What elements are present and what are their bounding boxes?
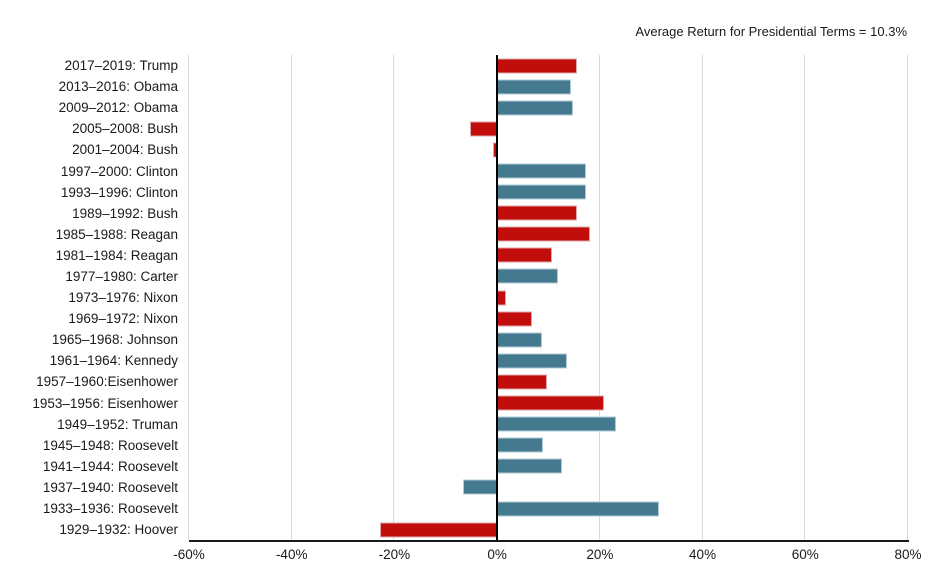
- y-axis-label: 1937–1940: Roosevelt: [42, 479, 178, 495]
- bar-row: [189, 160, 908, 181]
- bar-row: [189, 477, 908, 498]
- gridline: [804, 55, 806, 540]
- bar-1969-1972-: [497, 311, 532, 327]
- y-axis-label: 2017–2019: Trump: [64, 58, 178, 74]
- x-axis-tick-label: -40%: [275, 547, 308, 562]
- bar-2013-2016-: [497, 79, 572, 95]
- x-axis-tick-label: 80%: [894, 547, 922, 562]
- bar-row: [189, 456, 908, 477]
- bar-row: [189, 519, 908, 540]
- y-axis-label: 1949–1952: Truman: [57, 416, 178, 432]
- y-axis-label: 1977–1980: Carter: [65, 268, 178, 284]
- chart-title: Average Return for Presidential Terms = …: [635, 24, 907, 39]
- bar-1961-1964-: [497, 353, 567, 369]
- y-axis-label: 1953–1956: Eisenhower: [32, 395, 178, 411]
- y-axis-label: 1981–1984: Reagan: [55, 247, 178, 263]
- bar-2009-2012-: [497, 100, 574, 116]
- bar-row: [189, 498, 908, 519]
- bar-row: [189, 76, 908, 97]
- y-axis-label: 1965–1968: Johnson: [51, 332, 178, 348]
- bar-1973-1976-: [497, 290, 507, 306]
- gridline: [701, 55, 703, 540]
- gridline: [290, 55, 292, 540]
- y-axis-label: 1997–2000: Clinton: [60, 163, 178, 179]
- y-axis-label: 1993–1996: Clinton: [60, 184, 178, 200]
- bar-1929-1932-: [380, 522, 498, 538]
- bar-1933-1936-: [497, 501, 660, 517]
- bar-1965-1968-: [497, 332, 542, 348]
- gridline: [907, 55, 908, 540]
- bar-row: [189, 414, 908, 435]
- bar-row: [189, 97, 908, 118]
- bar-1937-1940-: [463, 479, 498, 495]
- bar-row: [189, 118, 908, 139]
- bar-row: [189, 371, 908, 392]
- y-axis-label: 1929–1932: Hoover: [59, 522, 178, 538]
- bar-row: [189, 393, 908, 414]
- y-axis-label: 2009–2012: Obama: [58, 100, 178, 116]
- y-axis-label: 2001–2004: Bush: [72, 142, 178, 158]
- y-axis-label: 1973–1976: Nixon: [68, 290, 178, 306]
- bar-1949-1952-: [497, 416, 617, 432]
- x-axis-tick-label: 40%: [689, 547, 717, 562]
- x-axis-tick-label: 0%: [487, 547, 507, 562]
- bar-2017-2019-: [497, 58, 577, 74]
- bar-1977-1980-: [497, 268, 558, 284]
- y-axis-label: 1985–1988: Reagan: [55, 226, 178, 242]
- bar-row: [189, 308, 908, 329]
- bar-row: [189, 287, 908, 308]
- bar-1993-1996-: [497, 184, 586, 200]
- bar-1985-1988-: [497, 226, 590, 242]
- bar-row: [189, 245, 908, 266]
- bar-row: [189, 55, 908, 76]
- bar-1989-1992-: [497, 205, 578, 221]
- plot-area: [188, 55, 908, 540]
- bar-row: [189, 350, 908, 371]
- bar-1953-1956-: [497, 395, 605, 411]
- x-axis-tick-labels: -60% -40% -20% 0% 20% 40% 60% 80%: [173, 547, 921, 567]
- x-axis-line: [189, 540, 909, 542]
- zero-axis-line: [496, 55, 499, 540]
- gridline: [393, 55, 395, 540]
- bar-row: [189, 139, 908, 160]
- bar-row: [189, 203, 908, 224]
- x-axis-tick-label: -60%: [173, 547, 205, 562]
- bar-1941-1944-: [497, 458, 563, 474]
- y-axis-label: 1961–1964: Kennedy: [49, 353, 178, 369]
- bar-row: [189, 224, 908, 245]
- x-axis-tick-label: 20%: [586, 547, 614, 562]
- bar-row: [189, 329, 908, 350]
- bar-row: [189, 182, 908, 203]
- y-axis-label: 1941–1944: Roosevelt: [42, 458, 178, 474]
- y-axis-label: 2005–2008: Bush: [72, 121, 178, 137]
- bar-row: [189, 266, 908, 287]
- bar-row: [189, 435, 908, 456]
- x-axis-tick-label: -20%: [378, 547, 411, 562]
- y-axis-label: 1969–1972: Nixon: [68, 311, 178, 327]
- bar-1945-1948-: [497, 437, 543, 453]
- y-axis-label: 1933–1936: Roosevelt: [42, 501, 178, 517]
- y-axis-label: 1957–1960:Eisenhower: [36, 374, 178, 390]
- x-axis-tick-label: 60%: [791, 547, 819, 562]
- bar-1981-1984-: [497, 247, 553, 263]
- bar-2005-2008-: [470, 121, 498, 137]
- bar-1997-2000-: [497, 163, 586, 179]
- y-axis-label: 2013–2016: Obama: [58, 79, 178, 95]
- y-axis-label: 1989–1992: Bush: [72, 205, 178, 221]
- y-axis-label-column: 2017–2019: Trump 2013–2016: Obama 2009–201…: [0, 55, 178, 540]
- bar-rows-container: [189, 55, 908, 540]
- y-axis-label: 1945–1948: Roosevelt: [42, 437, 178, 453]
- gridline: [598, 55, 600, 540]
- gridline: [188, 55, 189, 540]
- bar-1957-1960-: [497, 374, 547, 390]
